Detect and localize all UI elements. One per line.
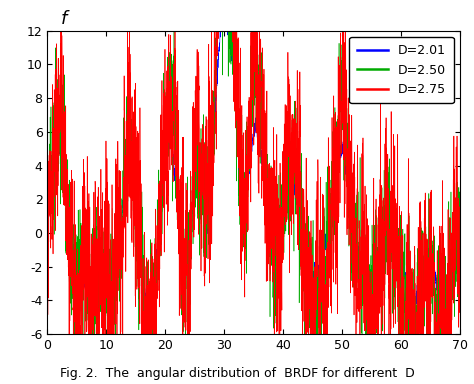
Line: D=2.50: D=2.50 xyxy=(47,0,460,384)
D=2.75 xyxy=(449,295,455,300)
D=2.75 xyxy=(116,273,122,277)
D=2.01 xyxy=(220,9,226,14)
D=2.50 xyxy=(220,7,226,12)
D=2.50 xyxy=(91,315,97,320)
D=2.50 xyxy=(203,190,209,194)
Text: $f$: $f$ xyxy=(60,10,70,28)
Text: Fig. 2.  The  angular distribution of  BRDF for different  D: Fig. 2. The angular distribution of BRDF… xyxy=(60,367,414,380)
D=2.01 xyxy=(91,286,97,291)
D=2.01 xyxy=(203,220,209,224)
D=2.75 xyxy=(91,307,97,311)
D=2.01 xyxy=(404,289,410,293)
D=2.50 xyxy=(457,207,463,211)
D=2.75 xyxy=(457,308,463,313)
Line: D=2.75: D=2.75 xyxy=(47,0,460,384)
D=2.50 xyxy=(449,271,455,276)
D=2.75 xyxy=(45,143,50,147)
D=2.50 xyxy=(404,343,410,348)
Legend: D=2.01, D=2.50, D=2.75: D=2.01, D=2.50, D=2.75 xyxy=(349,37,454,103)
D=2.01 xyxy=(449,263,455,268)
Line: D=2.01: D=2.01 xyxy=(47,12,460,310)
D=2.01 xyxy=(221,18,227,22)
D=2.01 xyxy=(457,247,463,252)
D=2.01 xyxy=(439,308,445,312)
D=2.01 xyxy=(45,224,50,229)
D=2.50 xyxy=(116,265,122,269)
D=2.75 xyxy=(203,124,209,129)
D=2.01 xyxy=(116,238,122,243)
D=2.75 xyxy=(405,288,410,292)
D=2.50 xyxy=(45,147,50,151)
